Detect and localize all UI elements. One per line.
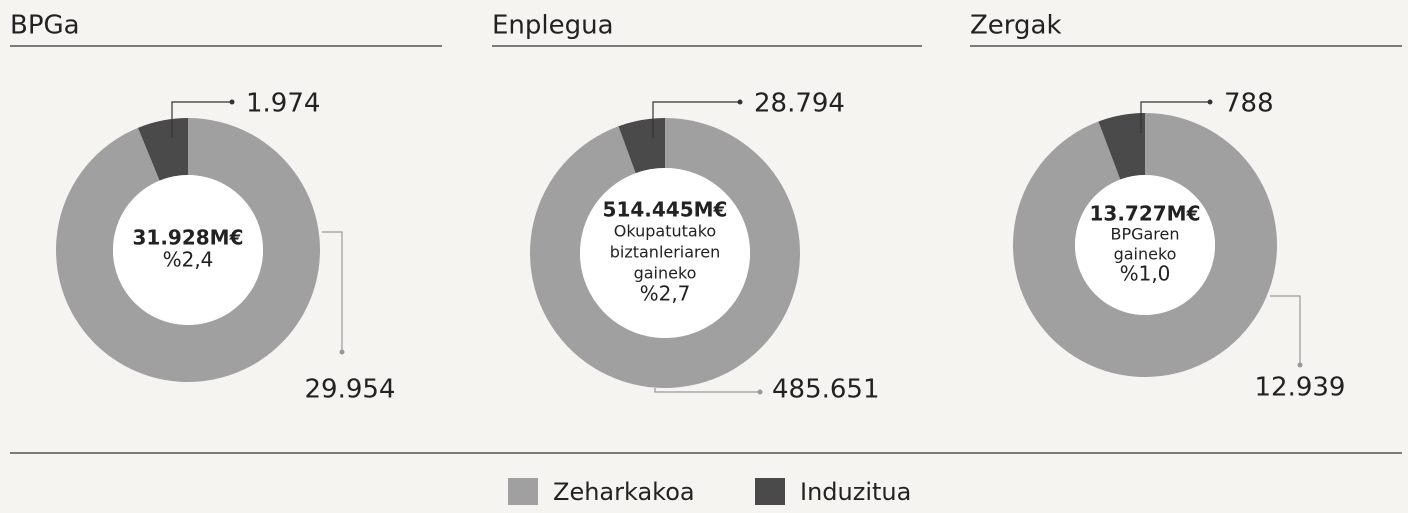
leader-line bbox=[171, 101, 232, 138]
chart-title: Enplegua bbox=[492, 11, 614, 41]
leader-line bbox=[652, 101, 740, 138]
center-text: %2,4 bbox=[163, 248, 214, 272]
donut-slice bbox=[1013, 113, 1277, 377]
center-text: %1,0 bbox=[1120, 262, 1171, 286]
leader-line bbox=[1270, 295, 1301, 365]
center-text: Okupatutako bbox=[614, 222, 716, 241]
legend-swatch bbox=[755, 478, 785, 505]
leader-dot bbox=[339, 349, 345, 355]
leader-dot bbox=[737, 99, 743, 105]
donut-hole bbox=[1075, 175, 1215, 315]
center-text: 13.727M€ bbox=[1090, 202, 1201, 226]
center-text: %2,7 bbox=[640, 282, 691, 306]
donut-slice bbox=[1098, 113, 1145, 180]
value-label: 485.651 bbox=[772, 375, 880, 405]
center-text: gaineko bbox=[1114, 245, 1177, 264]
value-label: 788 bbox=[1224, 89, 1274, 119]
value-label: 28.794 bbox=[754, 89, 845, 119]
value-label: 12.939 bbox=[1255, 373, 1346, 403]
leader-dot bbox=[757, 389, 763, 395]
leader-dot bbox=[1297, 362, 1303, 368]
leader-line bbox=[1140, 101, 1210, 133]
legend-label: Induzitua bbox=[800, 478, 911, 506]
chart-title: Zergak bbox=[970, 11, 1062, 41]
legend-swatch bbox=[508, 478, 538, 505]
center-text: 514.445M€ bbox=[603, 198, 728, 222]
donut-slice bbox=[529, 118, 800, 388]
center-text: gaineko bbox=[634, 264, 697, 283]
leader-line bbox=[322, 231, 343, 352]
donut-hole bbox=[580, 168, 750, 338]
leader-line bbox=[654, 388, 760, 393]
leader-dot bbox=[1207, 99, 1213, 105]
value-label: 29.954 bbox=[305, 375, 396, 405]
leader-dot bbox=[229, 99, 235, 105]
donut-slice bbox=[138, 118, 188, 181]
value-label: 1.974 bbox=[246, 89, 320, 119]
donut-slice bbox=[55, 118, 320, 382]
legend-label: Zeharkakoa bbox=[553, 478, 695, 506]
center-text: 31.928M€ bbox=[133, 226, 244, 250]
donut-hole bbox=[113, 175, 263, 325]
chart-title: BPGa bbox=[10, 11, 80, 41]
center-text: BPGaren bbox=[1110, 225, 1179, 244]
center-text: biztanleriaren bbox=[610, 243, 721, 262]
